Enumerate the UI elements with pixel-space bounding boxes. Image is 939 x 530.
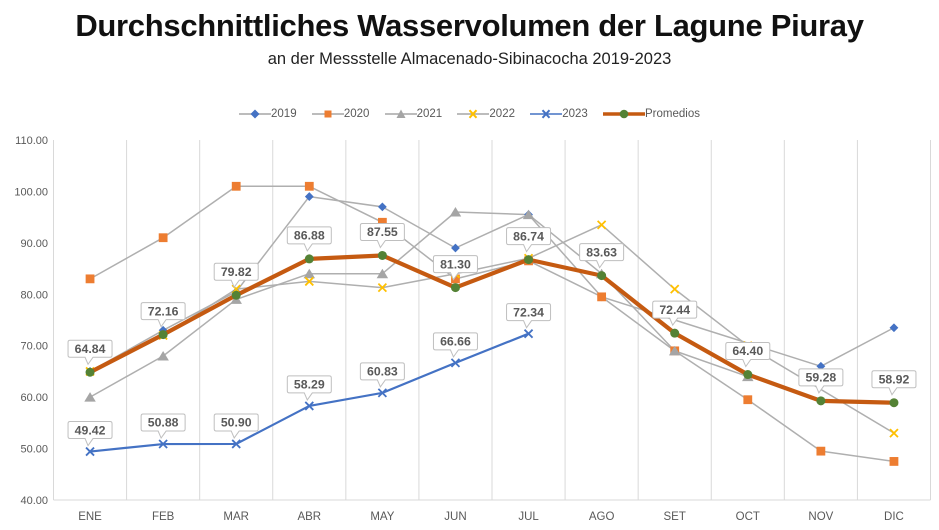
svg-text:AGO: AGO [589, 511, 615, 523]
svg-text:50.90: 50.90 [221, 416, 252, 430]
svg-text:60.00: 60.00 [20, 392, 48, 404]
svg-text:90.00: 90.00 [20, 238, 48, 250]
svg-text:86.74: 86.74 [513, 229, 544, 243]
svg-text:JUL: JUL [518, 511, 539, 523]
svg-text:DIC: DIC [884, 511, 904, 523]
svg-text:110.00: 110.00 [15, 135, 48, 147]
svg-text:ENE: ENE [78, 511, 102, 523]
svg-text:MAY: MAY [370, 511, 394, 523]
svg-text:40.00: 40.00 [20, 495, 48, 507]
svg-text:83.63: 83.63 [586, 245, 617, 259]
svg-text:NOV: NOV [808, 511, 833, 523]
svg-text:86.88: 86.88 [294, 229, 325, 243]
svg-text:80.00: 80.00 [20, 289, 48, 301]
svg-text:JUN: JUN [444, 511, 466, 523]
svg-text:72.44: 72.44 [659, 303, 690, 317]
svg-text:58.92: 58.92 [879, 372, 910, 386]
svg-text:SET: SET [664, 511, 686, 523]
svg-text:ABR: ABR [297, 511, 321, 523]
svg-text:49.42: 49.42 [75, 423, 106, 437]
svg-text:87.55: 87.55 [367, 225, 398, 239]
svg-text:72.16: 72.16 [148, 304, 179, 318]
svg-text:50.88: 50.88 [148, 416, 179, 430]
svg-text:50.00: 50.00 [20, 444, 48, 456]
svg-text:81.30: 81.30 [440, 257, 471, 271]
svg-text:OCT: OCT [736, 511, 760, 523]
svg-text:60.83: 60.83 [367, 365, 398, 379]
svg-text:FEB: FEB [152, 511, 175, 523]
svg-text:72.34: 72.34 [513, 305, 544, 319]
svg-text:66.66: 66.66 [440, 335, 471, 349]
svg-text:79.82: 79.82 [221, 265, 252, 279]
svg-text:59.28: 59.28 [805, 371, 836, 385]
svg-text:100.00: 100.00 [14, 186, 48, 198]
svg-text:58.29: 58.29 [294, 378, 325, 392]
svg-text:64.84: 64.84 [75, 342, 106, 356]
svg-text:70.00: 70.00 [20, 341, 48, 353]
svg-text:MAR: MAR [223, 511, 249, 523]
svg-text:64.40: 64.40 [732, 344, 763, 358]
